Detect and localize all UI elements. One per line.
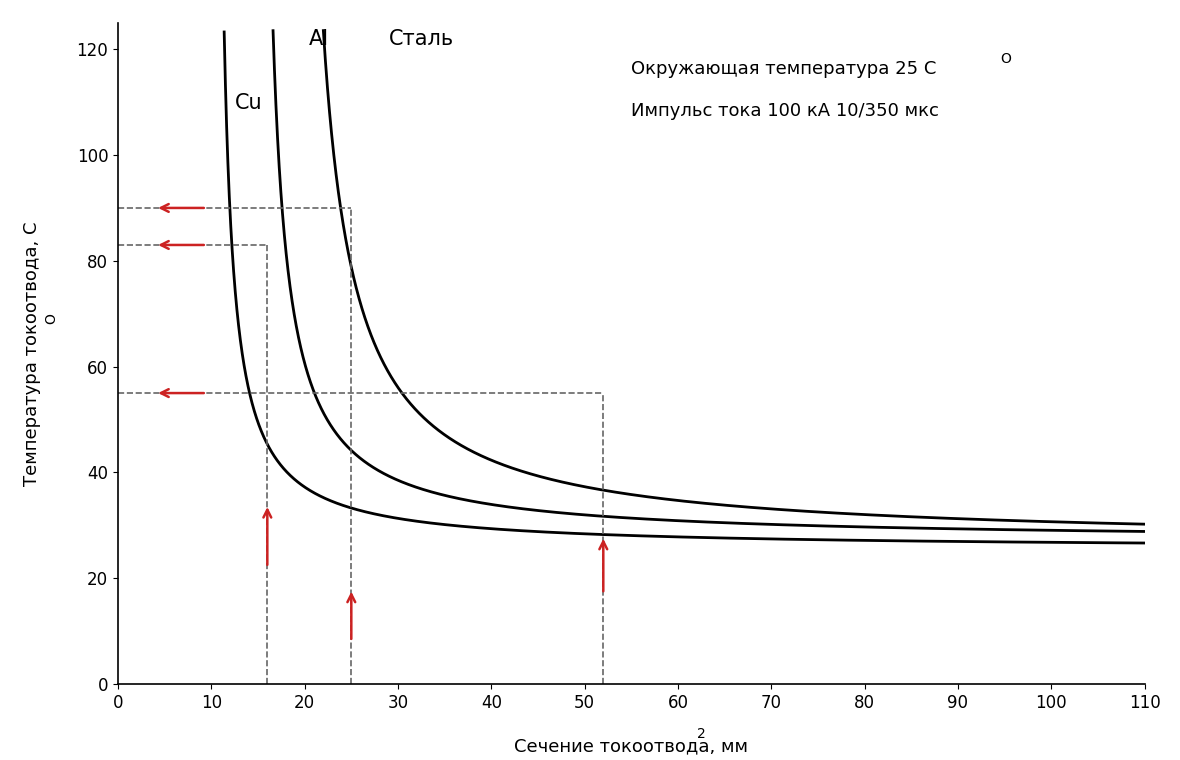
Text: Cu: Cu [235, 93, 262, 112]
Text: Импульс тока 100 кА 10/350 мкс: Импульс тока 100 кА 10/350 мкс [631, 102, 939, 120]
Text: Окружающая температура 25 С: Окружающая температура 25 С [631, 60, 937, 78]
Text: О: О [999, 52, 1011, 66]
Text: 2: 2 [696, 727, 706, 741]
Text: Температура токоотвода, С: Температура токоотвода, С [22, 221, 41, 486]
Text: O: O [45, 314, 59, 325]
Text: Al: Al [309, 29, 329, 49]
Text: Сталь: Сталь [388, 29, 454, 49]
Text: Сечение токоотвода, мм: Сечение токоотвода, мм [514, 737, 748, 755]
